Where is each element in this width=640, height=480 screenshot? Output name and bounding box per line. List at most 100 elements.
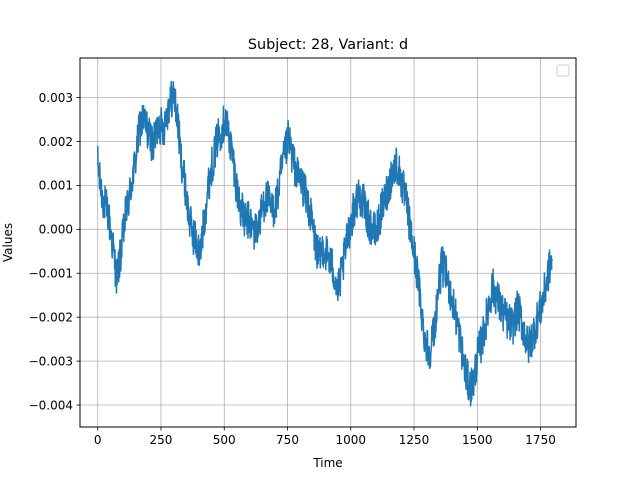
x-tick-label: 0 <box>94 433 102 447</box>
y-tick-label: 0.003 <box>39 91 73 105</box>
data-point <box>203 219 205 222</box>
data-point <box>375 232 377 235</box>
data-point <box>142 118 145 121</box>
data-point <box>428 351 431 354</box>
data-point <box>228 136 231 139</box>
data-point <box>284 153 286 156</box>
data-point <box>187 215 190 218</box>
data-point <box>532 333 534 336</box>
data-point <box>291 158 294 160</box>
data-point <box>496 298 499 301</box>
legend-box <box>556 64 570 77</box>
y-tick-label: −0.004 <box>29 398 73 412</box>
data-point <box>124 215 127 218</box>
data-point <box>213 153 216 156</box>
x-tick-label: 250 <box>150 433 173 447</box>
data-point <box>157 123 160 125</box>
x-tick-label: 1250 <box>399 433 430 447</box>
data-series <box>96 80 553 407</box>
data-point <box>138 127 141 130</box>
data-point <box>465 373 467 376</box>
data-point <box>301 184 304 187</box>
data-point <box>537 316 539 319</box>
data-point <box>395 162 398 165</box>
x-tick-label: 1750 <box>525 433 556 447</box>
data-point <box>224 118 227 121</box>
data-point <box>362 202 365 204</box>
series-points <box>96 92 553 389</box>
data-point <box>486 311 489 314</box>
data-point <box>253 232 256 235</box>
data-point <box>134 158 137 160</box>
data-point <box>262 202 265 204</box>
data-point <box>501 311 504 314</box>
data-point <box>380 210 382 213</box>
data-point <box>368 224 371 226</box>
data-point <box>99 184 102 187</box>
data-point <box>542 298 544 301</box>
data-point <box>180 158 183 160</box>
data-point <box>239 206 242 209</box>
data-point <box>446 276 448 279</box>
data-point <box>147 131 150 134</box>
series-line <box>96 80 553 407</box>
y-tick-label: 0.001 <box>39 179 73 193</box>
data-point <box>280 171 283 174</box>
data-point <box>243 219 246 222</box>
data-point <box>296 175 299 178</box>
data-point <box>437 289 439 292</box>
data-point <box>451 298 453 301</box>
data-point <box>287 136 290 139</box>
data-point <box>337 289 339 292</box>
x-tick-label: 750 <box>276 433 299 447</box>
data-point <box>199 254 202 257</box>
data-point <box>410 237 413 240</box>
data-point <box>476 355 479 358</box>
x-tick-label: 1500 <box>462 433 493 447</box>
x-tick-label: 1000 <box>336 433 367 447</box>
data-point <box>516 307 519 310</box>
data-point <box>419 298 422 301</box>
plot-frame <box>79 57 577 428</box>
data-point <box>468 386 471 389</box>
data-point <box>271 210 274 213</box>
data-point <box>236 188 238 191</box>
data-point <box>511 325 514 327</box>
y-tick-label: −0.002 <box>29 310 73 324</box>
data-point <box>119 254 122 257</box>
data-point <box>101 197 104 200</box>
data-point <box>318 259 320 261</box>
data-point <box>176 118 179 121</box>
data-point <box>217 136 219 139</box>
data-point <box>232 158 235 160</box>
x-tick-label: 500 <box>213 433 236 447</box>
data-point <box>347 232 350 235</box>
data-point <box>522 325 524 327</box>
data-point <box>423 333 426 336</box>
data-point <box>191 232 194 235</box>
x-axis-ticks: 0 250 500 750 1000 1250 1500 1750 <box>94 427 556 447</box>
data-point <box>266 197 269 200</box>
data-point <box>352 210 355 213</box>
y-tick-label: −0.001 <box>29 267 73 281</box>
y-axis-label: Values <box>1 223 15 262</box>
data-point <box>357 193 360 196</box>
data-point <box>167 105 170 108</box>
data-point <box>276 197 279 200</box>
data-point <box>112 246 114 248</box>
x-axis-label: Time <box>312 456 342 470</box>
y-tick-label: −0.003 <box>29 354 73 368</box>
y-tick-label: 0.002 <box>39 135 73 149</box>
data-point <box>415 268 418 270</box>
y-tick-label: 0.000 <box>39 223 73 237</box>
data-point <box>115 276 118 279</box>
data-point <box>184 184 186 187</box>
data-point <box>547 272 550 275</box>
data-point <box>332 268 334 270</box>
data-point <box>456 320 458 323</box>
data-point <box>342 263 345 266</box>
data-point <box>551 259 553 261</box>
data-point <box>208 180 211 182</box>
data-point <box>385 193 388 196</box>
data-point <box>405 202 408 204</box>
